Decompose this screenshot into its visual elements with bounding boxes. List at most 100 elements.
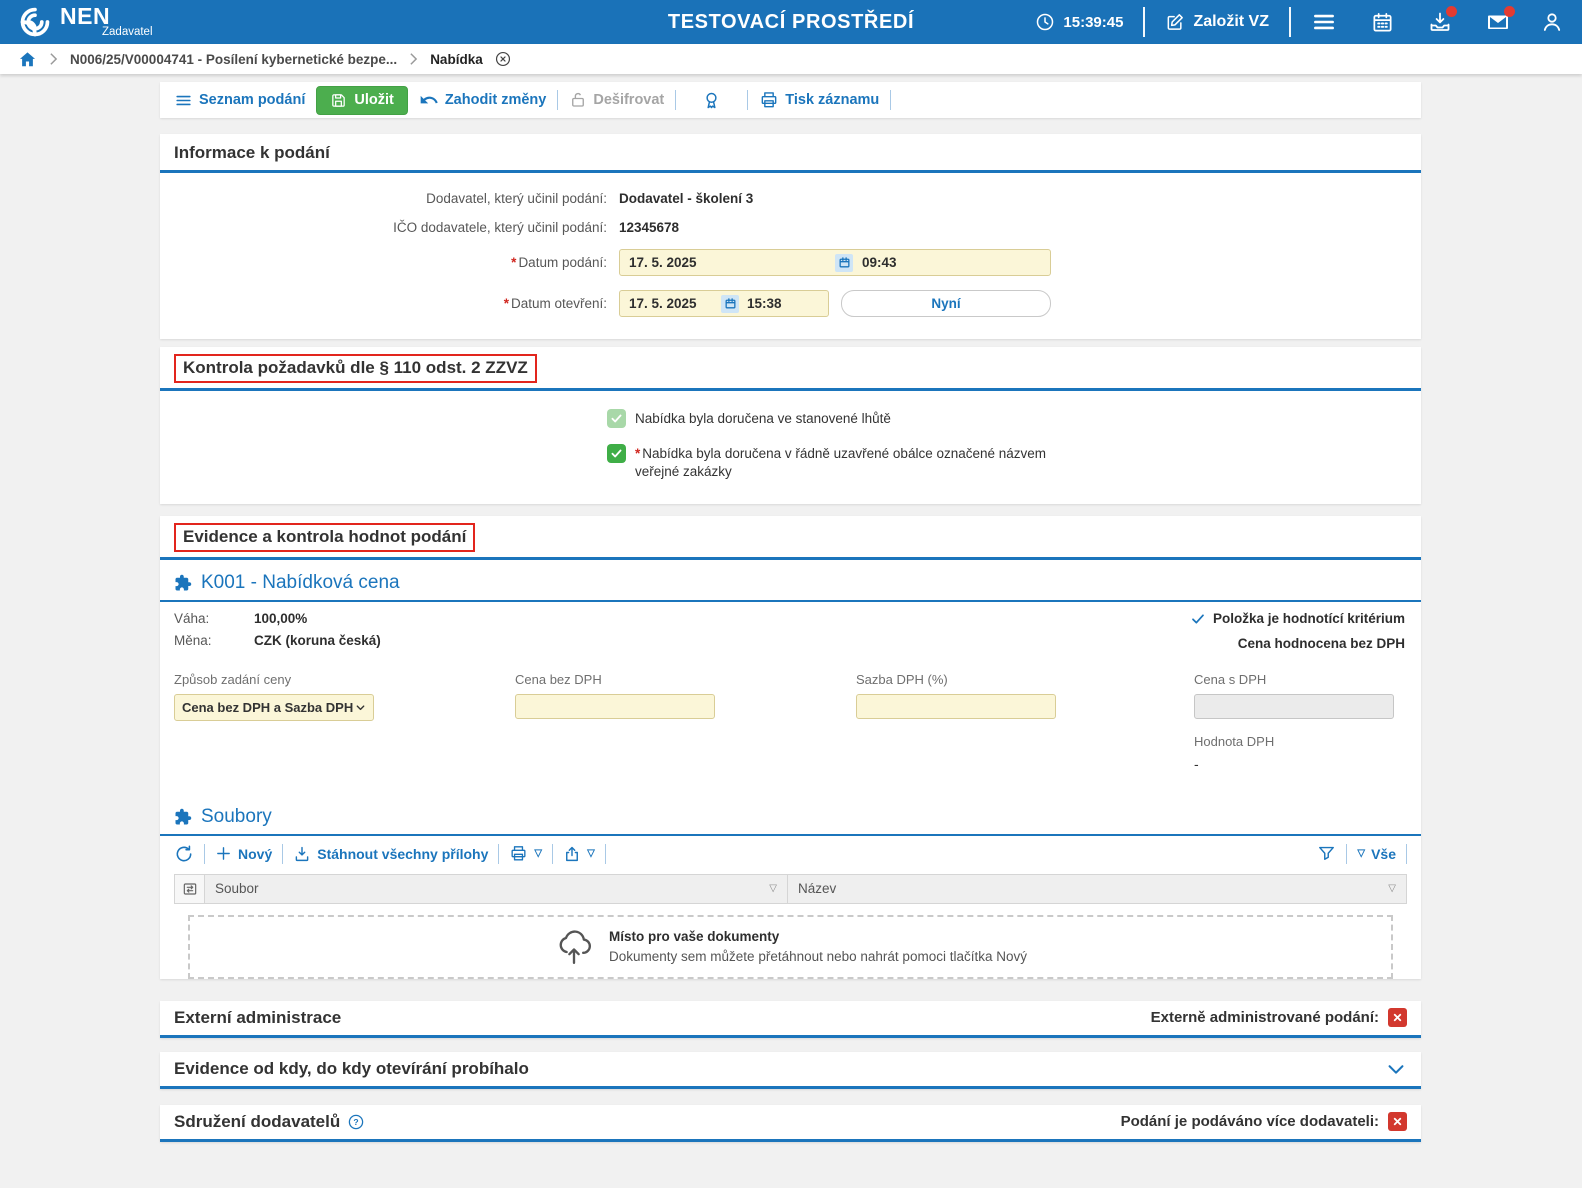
submissions-list-button[interactable]: Seznam podání (174, 91, 305, 110)
list-icon (174, 91, 193, 110)
field-label: * Datum otevření: (503, 296, 607, 311)
command-bar: Seznam podání Uložit Zahodit změny (160, 82, 1421, 118)
help-icon[interactable]: ? (347, 1113, 365, 1131)
section-title: Informace k podání (174, 143, 330, 162)
column-header-file[interactable]: Soubor ▽ (205, 874, 788, 903)
status-label: Externě administrované podání: (1150, 1009, 1379, 1027)
session-time: 15:39:45 (1063, 13, 1124, 31)
criterion-note: Položka je hodnotící kritérium (1190, 611, 1405, 627)
opening-datetime-input[interactable]: 17. 5. 2025 15:38 (619, 290, 829, 317)
subsection-title: K001 - Nabídková cena (201, 571, 400, 593)
dropdown-icon[interactable]: ▽ (534, 848, 543, 860)
breadcrumb-item-procurement[interactable]: N006/25/V00004741 - Posílení kybernetick… (70, 51, 398, 67)
date-value[interactable]: 17. 5. 2025 (629, 255, 697, 270)
export-button[interactable]: ▽ (563, 845, 595, 863)
user-icon[interactable] (1540, 10, 1564, 34)
column-filter-icon[interactable]: ▽ (769, 883, 777, 895)
notification-badge (1446, 6, 1457, 17)
file-dropzone[interactable]: Místo pro vaše dokumenty Dokumenty sem m… (188, 914, 1393, 979)
subsection-files: Soubory (160, 794, 1421, 836)
topbar-divider (1289, 7, 1291, 37)
toolbar-divider (282, 843, 284, 864)
dropdown-icon: ▽ (1357, 848, 1366, 860)
toolbar-divider (604, 843, 606, 864)
page-content: Seznam podání Uložit Zahodit změny (160, 74, 1421, 1142)
refresh-button[interactable] (174, 844, 194, 864)
new-file-button[interactable]: Nový (215, 845, 272, 862)
create-vz-button[interactable]: Založit VZ (1165, 12, 1269, 32)
puzzle-icon (174, 574, 192, 592)
section-submission-values: Evidence a kontrola hodnot podání K001 -… (160, 515, 1421, 979)
topbar-divider (1143, 7, 1146, 37)
clock-icon (1035, 12, 1055, 32)
chevron-down-icon (355, 702, 366, 713)
certificate-button[interactable] (701, 90, 722, 111)
download-all-button[interactable]: Stáhnout všechny přílohy (293, 845, 488, 863)
field-vat-amount: Hodnota DPH - (1194, 734, 1407, 772)
time-value[interactable]: 09:43 (862, 255, 897, 270)
column-header-name[interactable]: Název ▽ (798, 881, 1396, 897)
checkbox-row-sealed-envelope: * Nabídka byla doručena v řádně uzavřené … (607, 444, 1407, 481)
toolbar-divider (675, 90, 677, 110)
session-clock: 15:39:45 (1035, 12, 1123, 32)
field-ico: IČO dodavatele, který učinil podání: 123… (174, 220, 1407, 235)
print-files-button[interactable]: ▽ (509, 844, 542, 863)
field-label: Dodavatel, který učinil podání: (426, 191, 607, 206)
section-title: Kontrola požadavků dle § 110 odst. 2 ZZV… (174, 354, 537, 383)
toolbar-divider (1346, 843, 1348, 864)
home-icon[interactable] (18, 50, 37, 69)
save-button[interactable]: Uložit (316, 85, 408, 115)
field-value: 12345678 (619, 220, 680, 235)
vat-rate-input[interactable] (856, 693, 1056, 719)
nen-logo[interactable]: NEN Zadavatel (18, 5, 153, 39)
chevron-right-icon (48, 52, 59, 66)
filter-button[interactable] (1317, 844, 1336, 863)
close-tab-icon[interactable] (494, 50, 512, 68)
mail-icon[interactable] (1486, 6, 1515, 34)
unlock-icon (569, 91, 587, 109)
vat-amount-value: - (1194, 755, 1199, 772)
checkbox-row-delivered-on-time: Nabídka byla doručena ve stanovené lhůtě (607, 409, 1407, 428)
dropzone-hint: Dokumenty sem můžete přetáhnout nebo nah… (609, 949, 1027, 965)
time-value[interactable]: 15:38 (747, 296, 782, 311)
checkbox-label: * Nabídka byla doručena v řádně uzavřené … (635, 446, 1047, 480)
now-button[interactable]: Nyní (841, 290, 1051, 317)
calendar-picker-icon[interactable] (835, 253, 853, 272)
section-requirements-check: Kontrola požadavků dle § 110 odst. 2 ZZV… (160, 347, 1421, 504)
field-value: Dodavatel - školení 3 (619, 191, 754, 206)
column-settings-button[interactable] (175, 874, 205, 903)
logo-text: NEN (60, 3, 111, 29)
price-excl-vat-input[interactable] (515, 693, 715, 719)
puzzle-icon (174, 808, 192, 826)
filter-scope-select[interactable]: ▽ Vše (1357, 845, 1396, 862)
calendar-icon[interactable] (1371, 11, 1394, 34)
column-filter-icon[interactable]: ▽ (1388, 883, 1396, 895)
checkbox-sealed-envelope[interactable] (607, 444, 626, 464)
plus-icon (215, 845, 232, 862)
print-record-button[interactable]: Tisk záznamu (759, 90, 879, 110)
notification-badge (1504, 6, 1515, 17)
chevron-right-icon (408, 52, 419, 66)
files-table-header: Soubor ▽ Název ▽ (174, 873, 1407, 904)
toolbar-divider (1406, 843, 1407, 864)
subsection-title: Soubory (201, 805, 272, 827)
print-icon (759, 90, 779, 110)
undo-icon (419, 90, 439, 110)
date-value[interactable]: 17. 5. 2025 (629, 296, 697, 311)
menu-icon[interactable] (1311, 9, 1337, 35)
dropdown-icon[interactable]: ▽ (587, 848, 595, 860)
field-supplier: Dodavatel, který učinil podání: Dodavate… (174, 191, 1407, 206)
price-method-select[interactable]: Cena bez DPH a Sazba DPH (174, 693, 374, 721)
field-currency: Měna: CZK (koruna česká) (174, 632, 381, 648)
toolbar-divider (747, 90, 749, 110)
expand-chevron-icon[interactable] (1385, 1058, 1407, 1080)
calendar-picker-icon[interactable] (721, 294, 739, 313)
share-icon (563, 845, 581, 863)
svg-text:?: ? (354, 1117, 359, 1127)
logo-subtitle: Zadavatel (102, 26, 153, 38)
discard-changes-button[interactable]: Zahodit změny (419, 90, 546, 110)
submission-datetime-input[interactable]: 17. 5. 2025 09:43 (619, 249, 1051, 276)
inbox-icon[interactable] (1428, 6, 1457, 34)
print-icon (509, 844, 528, 863)
files-toolbar: Nový Stáhnout všechny přílohy ▽ (160, 836, 1421, 871)
